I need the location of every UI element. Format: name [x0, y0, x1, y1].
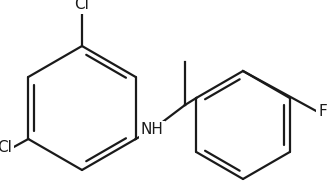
Text: NH: NH	[140, 122, 163, 137]
Text: Cl: Cl	[0, 141, 12, 156]
Text: Cl: Cl	[75, 0, 89, 12]
Text: F: F	[318, 104, 327, 119]
